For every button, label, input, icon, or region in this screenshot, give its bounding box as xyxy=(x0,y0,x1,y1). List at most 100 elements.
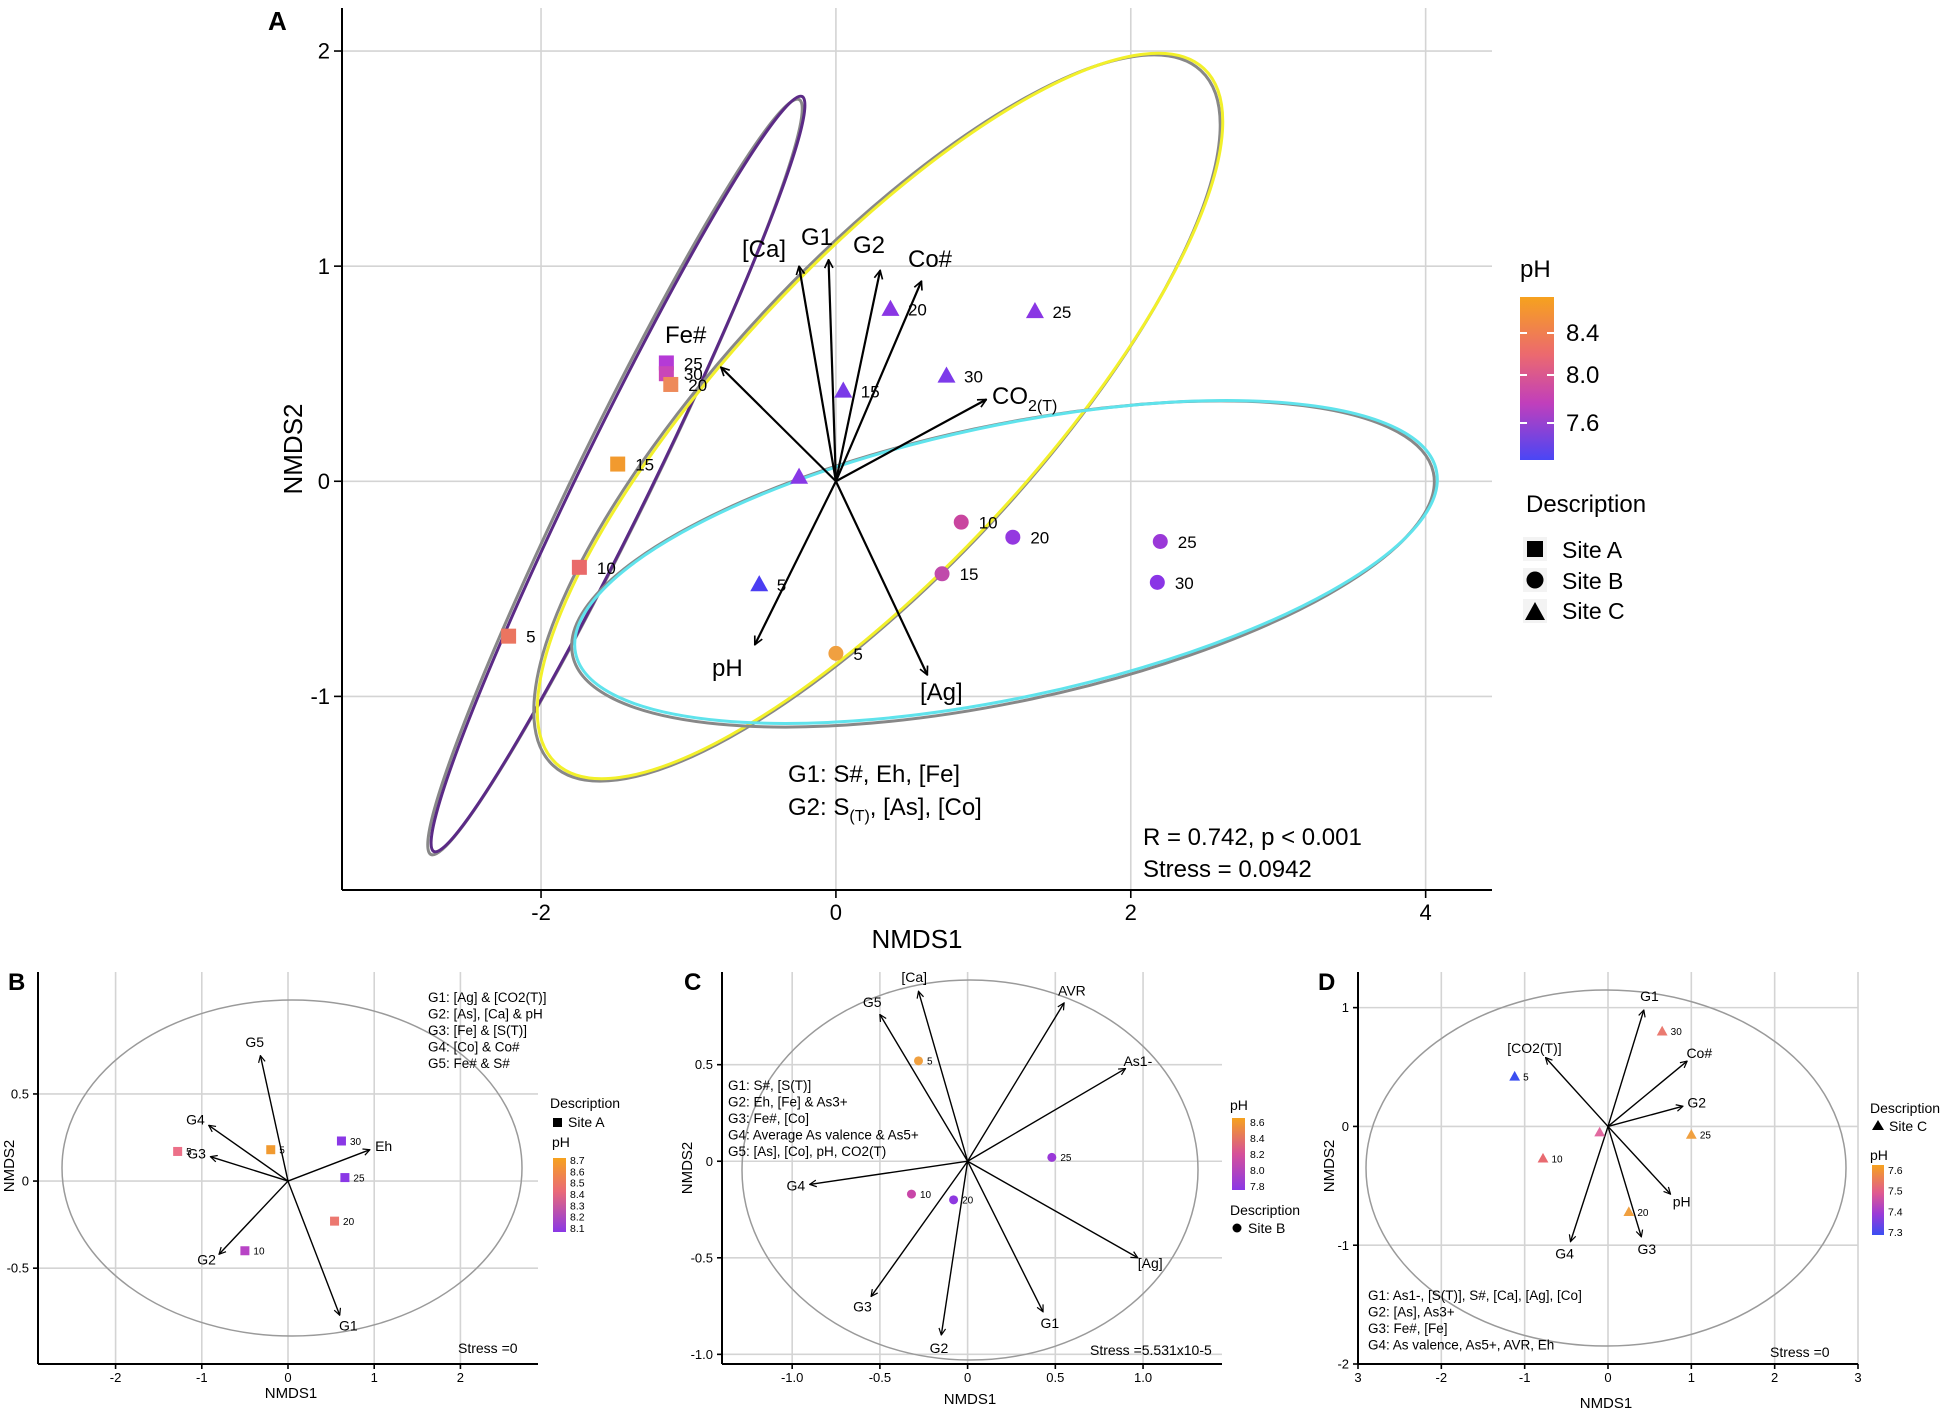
legend-a-ph-colorbar xyxy=(1520,297,1554,460)
vector-arrow-ag xyxy=(834,480,927,675)
panel-d-points: 30 5 25 10 20 xyxy=(1509,1025,1711,1219)
panel-letter-d: D xyxy=(1318,969,1335,996)
vector-label-ph: pH xyxy=(1673,1194,1691,1210)
group-definition: G1: [Ag] & [CO2(T)] xyxy=(428,990,547,1005)
legend-a-ph-title: pH xyxy=(1520,256,1551,283)
point-triangle-20 xyxy=(1623,1206,1635,1217)
group-definition: G5: Fe# & S# xyxy=(428,1056,510,1071)
point-circle-10 xyxy=(953,514,969,530)
group-definition: G3: [Fe] & [S(T)] xyxy=(428,1023,527,1038)
legend-ph-tick: 8.6 xyxy=(1250,1117,1265,1129)
panel-c-grid xyxy=(722,972,1222,1364)
legend-c-ph-colorbar xyxy=(1232,1118,1245,1190)
panel-a-x-axis-title: NMDS1 xyxy=(871,924,962,954)
panel-b-vectors: G5 G4 G3 G2 G1 Eh xyxy=(186,1034,392,1333)
point-label: 5 xyxy=(279,1146,285,1157)
vector-arrow-ph xyxy=(1607,1125,1671,1194)
vector-label-g1: G1 xyxy=(339,1317,358,1333)
vector-arrow-ca xyxy=(918,991,969,1162)
panel-b-grid xyxy=(38,972,538,1364)
y-tick-label: -2 xyxy=(1337,1357,1349,1372)
point-label: 10 xyxy=(597,559,616,578)
vector-label-ca: [Ca] xyxy=(901,969,927,985)
point-label: 20 xyxy=(1637,1208,1649,1219)
point-label: 15 xyxy=(861,382,880,401)
panel-c: C -1.0 -0.5 0 0.5 1.0 -1.0 -0.5 0 0.5 NMDS1 NMDS… xyxy=(679,969,1300,1408)
panel-c-legend: pH 8.6 8.4 8.2 8.0 7.8 Description Site B xyxy=(1230,1097,1300,1236)
panel-b-points: 30 5 5 25 20 10 xyxy=(173,1136,365,1258)
point-label: 10 xyxy=(1552,1154,1564,1165)
x-tick-label: -1 xyxy=(196,1370,208,1385)
vector-label-eh: Eh xyxy=(375,1138,392,1154)
group-definition: G2: Eh, [Fe] & As3+ xyxy=(728,1095,848,1110)
point-square-15 xyxy=(610,456,626,472)
panel-c-stress: Stress =5.531x10-5 xyxy=(1090,1342,1212,1358)
point-label: 30 xyxy=(1175,574,1194,593)
legend-c-ph-ticks: 8.6 8.4 8.2 8.0 7.8 xyxy=(1250,1117,1265,1193)
legend-b-ph-colorbar xyxy=(553,1158,566,1232)
vector-label-g1: G1 xyxy=(1040,1315,1059,1331)
legend-d-ph-ticks: 7.6 7.5 7.4 7.3 xyxy=(1888,1165,1903,1239)
x-tick-label: 1 xyxy=(371,1370,378,1385)
point-label: 5 xyxy=(1523,1072,1529,1083)
vector-label-g3: G3 xyxy=(853,1298,872,1314)
vector-arrow-g1 xyxy=(829,260,838,482)
vector-arrow-ag xyxy=(967,1160,1138,1258)
legend-ph-tick: 8.5 xyxy=(570,1178,585,1190)
panel-d-x-axis-title: NMDS1 xyxy=(1580,1395,1633,1412)
panel-d-stress: Stress =0 xyxy=(1770,1344,1830,1360)
panel-d-vectors: G1 Co# G2 [CO2(T)] pH G3 G4 xyxy=(1507,988,1712,1261)
point-label: 25 xyxy=(353,1173,365,1184)
x-tick-label: 2 xyxy=(1125,900,1137,925)
panel-a-group-g2: G2: S(T), [As], [Co] xyxy=(788,794,982,825)
y-tick-label: -1.0 xyxy=(691,1347,713,1362)
legend-d-triangle-icon xyxy=(1872,1120,1884,1130)
panel-b: B -2 -1 0 1 2 -0.5 0 0.5 NMDS1 NMDS2 G5 G4 G3 G2 G1… xyxy=(1,969,620,1402)
vector-label-avr: AVR xyxy=(1058,982,1086,998)
vector-label-ag: [Ag] xyxy=(1138,1255,1163,1271)
legend-a-ph-tick: 8.4 xyxy=(1566,320,1599,347)
vector-arrow-g3 xyxy=(871,1160,969,1296)
legend-b-square-icon xyxy=(553,1118,562,1127)
point-label: 10 xyxy=(253,1247,265,1258)
group-definition: G2: [As], As3+ xyxy=(1368,1305,1455,1320)
point-triangle-15 xyxy=(834,381,853,398)
point-label: 10 xyxy=(920,1190,932,1201)
point-square-20 xyxy=(330,1216,340,1226)
legend-c-description-title: Description xyxy=(1230,1202,1300,1218)
vector-arrow-co2-t xyxy=(1546,1058,1609,1127)
legend-b-site-a: Site A xyxy=(568,1114,605,1130)
vector-label-co2-t: [CO2(T)] xyxy=(1507,1040,1561,1056)
panel-b-y-axis-title: NMDS2 xyxy=(1,1140,18,1193)
legend-ph-tick: 8.0 xyxy=(1250,1165,1265,1177)
y-tick-label: -0.5 xyxy=(7,1261,29,1276)
vector-arrow-g2 xyxy=(219,1180,289,1254)
x-tick-label: -1 xyxy=(1519,1370,1531,1385)
point-triangle-5 xyxy=(1509,1070,1521,1081)
y-tick-label: -1 xyxy=(310,684,330,709)
vector-label-g5: G5 xyxy=(863,994,882,1010)
y-tick-label: -0.5 xyxy=(691,1250,713,1265)
legend-ph-tick: 7.8 xyxy=(1250,1181,1265,1193)
point-label: 15 xyxy=(960,565,979,584)
legend-a-circle-icon xyxy=(1526,571,1544,589)
legend-d-ph-colorbar xyxy=(1872,1165,1884,1235)
legend-a-description-title: Description xyxy=(1526,491,1646,518)
y-tick-label: 0 xyxy=(1342,1119,1349,1134)
legend-ph-tick: 8.2 xyxy=(1250,1149,1265,1161)
legend-c-circle-icon xyxy=(1232,1223,1242,1233)
vector-arrow-g2 xyxy=(834,270,880,482)
point-label: 25 xyxy=(684,354,703,373)
panel-a-vectors xyxy=(721,260,986,675)
legend-b-description-title: Description xyxy=(550,1095,620,1111)
vector-label-g2: G2 xyxy=(930,1340,949,1356)
panel-d-legend: Description Site C pH 7.6 7.5 7.4 7.3 xyxy=(1870,1100,1940,1239)
panel-a-y-axis-title: NMDS2 xyxy=(278,403,308,494)
point-square-5 xyxy=(173,1146,183,1156)
vector-label-fe-number: Fe# xyxy=(665,322,707,349)
panel-a-stress: Stress = 0.0942 xyxy=(1143,856,1312,883)
vector-label-ag: [Ag] xyxy=(920,679,963,706)
point-triangle-5 xyxy=(750,575,769,592)
